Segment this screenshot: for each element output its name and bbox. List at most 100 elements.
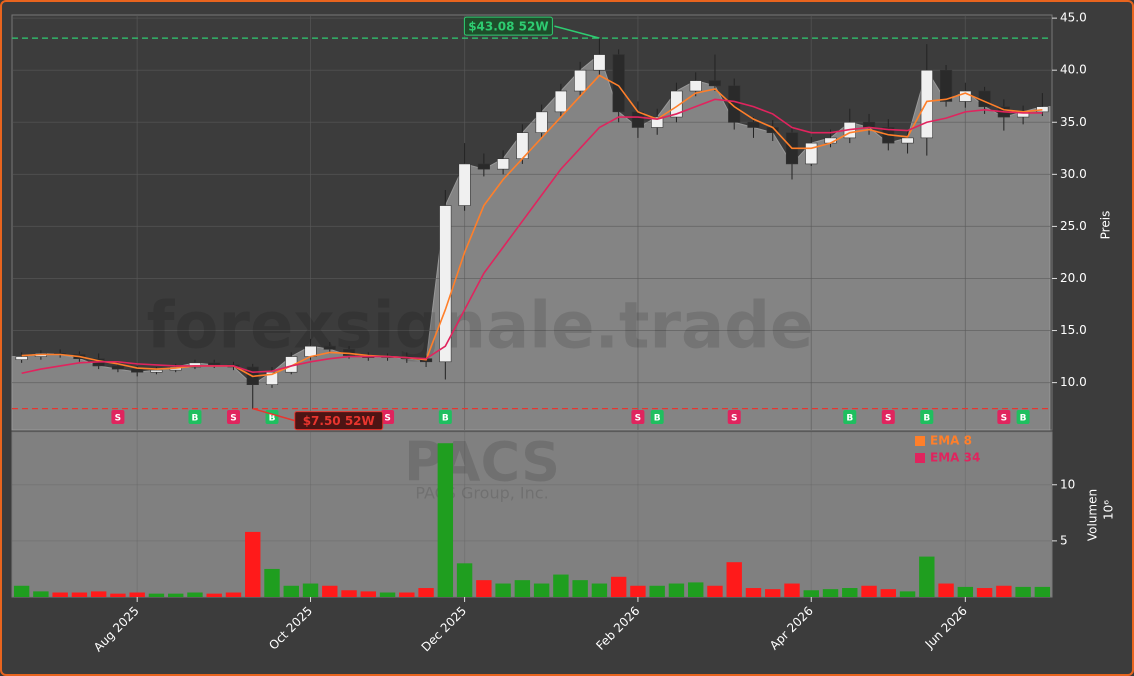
candle-body [150,369,163,373]
signal-box [843,410,857,424]
volume-bar [880,589,896,597]
x-tick-label: Aug 2025 [91,604,142,655]
y-tick-label: 35.0 [1060,115,1087,129]
volume-bar [456,563,473,597]
y-tick-label: 10.0 [1060,375,1087,389]
candle-body [15,356,28,361]
y-tick-label: 30.0 [1060,167,1087,181]
signal-label: S [635,414,641,424]
company-watermark: PACS Group, Inc. [415,484,548,503]
volume-bar [206,593,222,597]
volume-bar [33,591,49,597]
signal-box [188,410,202,424]
volume-bar [13,585,30,597]
signal-box [727,410,741,424]
candle-body [593,54,606,71]
volume-bar [861,585,877,597]
volume-bar [302,583,319,597]
watermark: forexsignale.trade [147,290,814,364]
signal-box [226,410,240,424]
volume-tick-label: 5 [1060,533,1068,547]
candle-body [670,90,683,118]
y-tick-label: 45.0 [1060,11,1087,25]
volume-bar [610,576,627,597]
volume-bar [1015,586,1031,597]
volume-pane [11,431,1053,598]
candle-body [574,69,587,92]
volume-bar [379,592,396,597]
candle-body [188,362,202,368]
signal-label: B [846,414,853,424]
candle-body [747,121,760,128]
annotation-label: $7.50 52W [303,414,375,428]
candle-body [805,142,818,165]
y-tick-label: 15.0 [1060,323,1087,337]
volume-bar [90,591,107,597]
annotation-box [463,16,553,36]
signal-label: B [442,414,449,424]
signal-label: S [115,414,121,424]
annotation-arrow [252,407,295,422]
volume-bar [264,568,280,597]
volume-bar [630,585,646,597]
signal-label: B [192,414,199,424]
volume-bar [533,583,550,597]
volume-bar [283,585,299,597]
volume-bar [129,592,145,597]
signal-box [920,410,934,424]
signal-label: S [1001,414,1007,424]
signal-label: S [230,414,236,424]
signal-label: B [923,414,930,424]
volume-bar [726,562,742,597]
volume-bar [919,556,935,597]
signal-label: B [269,414,276,424]
y-tick-label: 20.0 [1060,271,1087,285]
candle-body [265,371,279,385]
volume-bar [360,591,376,597]
candle-body [939,69,953,102]
x-tick-label: Apr 2026 [767,604,816,653]
ema-line [21,98,1043,375]
volume-bar [71,592,88,597]
x-tick-label: Feb 2026 [593,604,642,653]
volume-bar [899,591,916,597]
volume-bar [707,585,723,597]
volume-bar [784,583,800,597]
annotation-box [294,411,384,431]
annotation-arrow [554,25,600,39]
y-tick-label: 25.0 [1060,219,1087,233]
volume-bar [495,583,511,597]
candle-body [901,137,914,144]
volume-bar [418,588,434,597]
candle-body [439,205,452,363]
signal-label: B [654,414,661,424]
x-tick-label: Jun 2026 [922,604,970,652]
ticker-watermark: PACS [404,431,560,494]
volume-bar [341,590,357,597]
volume-bar [765,589,781,597]
volume-bar [245,531,261,597]
volume-bar [668,583,685,597]
volume-bar [842,588,858,597]
candle-body [689,80,702,92]
volume-bar [572,580,588,597]
legend-label: EMA 34 [930,451,980,465]
volume-bar [514,580,531,597]
signal-box [997,410,1011,424]
signal-box [631,410,645,424]
x-tick-label: Dec 2025 [419,604,470,655]
annotation-label: $43.08 52W [468,20,548,34]
candle-body [1036,106,1049,113]
signal-box [1016,410,1030,424]
y-tick-label: 40.0 [1060,63,1087,77]
y-axis-label: Preis [1099,211,1113,240]
candle-body [323,345,336,350]
volume-bar [957,586,974,597]
volume-axis-label: Volumen [1086,489,1100,541]
volume-bar [938,583,954,597]
volume-bar [399,592,415,597]
volume-bar [591,583,608,597]
candle-body [497,158,510,170]
volume-bar [803,590,819,597]
